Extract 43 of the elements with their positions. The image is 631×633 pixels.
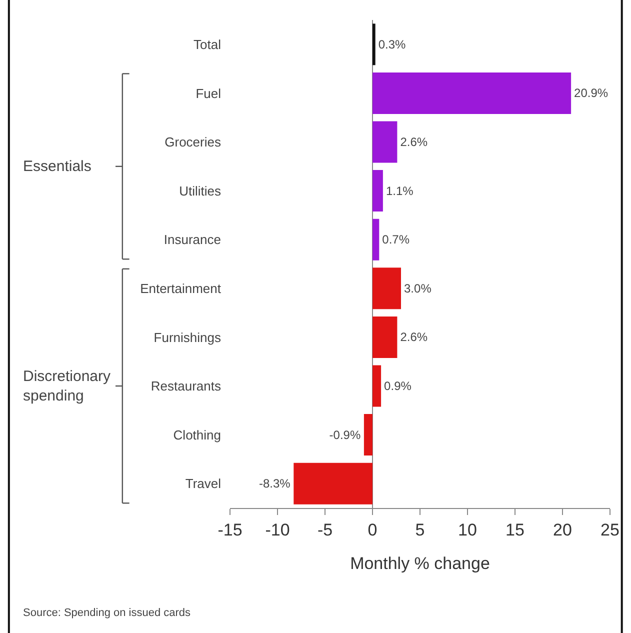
data-label: -8.3%	[258, 476, 291, 491]
data-label: -0.9%	[329, 428, 361, 442]
y-tick-label: Total	[194, 36, 222, 52]
bar	[372, 24, 376, 66]
bar	[364, 414, 372, 456]
x-tick-label: 20	[553, 520, 572, 540]
text: Discretionary spending	[23, 368, 112, 404]
x-tick-label: 5	[415, 520, 425, 540]
bar	[372, 316, 398, 358]
data-label: 1.1%	[386, 184, 414, 198]
y-tick-label: Insurance	[164, 232, 221, 248]
bar	[372, 170, 383, 212]
y-tick-label: Furnishings	[154, 330, 222, 345]
data-label: 0.9%	[384, 379, 412, 393]
bar	[294, 462, 372, 504]
x-tick-label: 0	[368, 520, 378, 540]
bar	[372, 218, 380, 260]
data-label: 0.3%	[378, 37, 406, 52]
y-tick-label: Entertainment	[140, 280, 222, 296]
bar	[372, 365, 382, 407]
y-tick-label: Groceries	[164, 134, 222, 150]
data-label: 2.6%	[400, 135, 428, 149]
y-tick-label: Travel	[185, 476, 222, 492]
bar	[372, 72, 572, 114]
source-note: Source: Spending on issued cards	[23, 607, 192, 619]
x-tick-label: 25	[600, 520, 620, 540]
x-tick-label: -10	[265, 520, 290, 540]
x-axis-title: Monthly % change	[350, 554, 490, 573]
text: Essentials	[23, 158, 92, 175]
x-tick-label: 10	[458, 520, 477, 540]
bar	[372, 121, 398, 163]
x-tick-label: -5	[317, 520, 333, 540]
y-tick-label: Fuel	[196, 86, 222, 101]
x-tick-label: -15	[218, 520, 242, 540]
x-tick-label: 15	[506, 520, 524, 540]
y-tick-label: Restaurants	[150, 378, 222, 394]
y-tick-label: Clothing	[173, 427, 221, 442]
data-label: 2.6%	[400, 330, 428, 344]
data-label: 0.7%	[382, 232, 410, 247]
bar	[372, 268, 401, 310]
y-tick-label: Utilities	[179, 183, 222, 198]
data-label: 3.0%	[404, 281, 432, 296]
data-label: 20.9%	[574, 86, 608, 100]
